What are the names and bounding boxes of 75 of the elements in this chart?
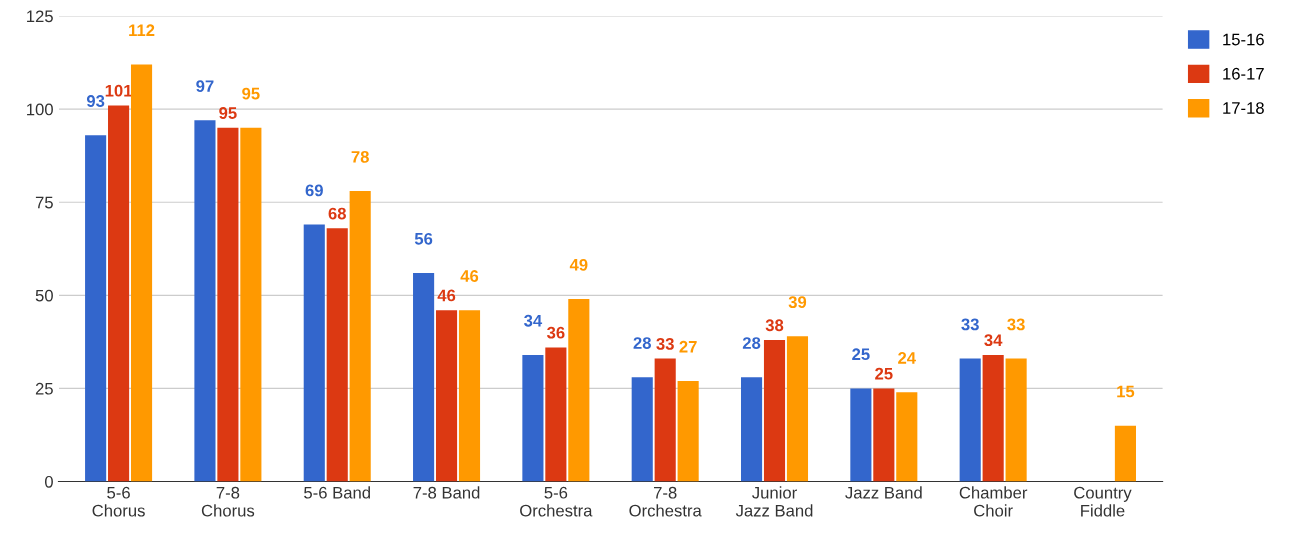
data-label: 27	[679, 340, 697, 353]
bar	[108, 105, 130, 482]
bar	[873, 388, 895, 482]
data-label: 24	[898, 352, 916, 364]
bar	[194, 120, 216, 482]
data-label: 33	[656, 337, 674, 350]
data-label: 28	[742, 337, 761, 349]
bar	[85, 135, 107, 482]
bar	[654, 358, 676, 482]
data-label: 101	[105, 84, 133, 97]
bar	[545, 347, 567, 482]
bar	[850, 388, 872, 482]
bar	[982, 354, 1004, 482]
data-label: 97	[196, 80, 214, 93]
y-tick-label: 25	[35, 382, 53, 395]
bar	[303, 224, 325, 482]
x-tick-label: 5-6 Orchestra	[520, 486, 593, 517]
y-tick-label: 75	[35, 196, 53, 209]
y-tick-label: 100	[27, 103, 53, 116]
data-label: 38	[765, 319, 784, 332]
y-tick-label: 50	[35, 289, 53, 302]
data-label: 25	[875, 367, 893, 380]
bar	[217, 127, 239, 482]
bar	[631, 377, 653, 482]
data-label: 46	[460, 270, 479, 282]
bar	[568, 299, 590, 482]
bar	[326, 228, 348, 482]
bar	[349, 191, 371, 482]
bar	[435, 310, 458, 482]
data-label: 68	[328, 207, 346, 220]
data-label: 69	[305, 184, 323, 197]
legend-label: 15-16	[1223, 33, 1264, 46]
y-tick-label: 0	[44, 475, 53, 488]
data-label: 95	[242, 87, 260, 100]
data-label: 33	[961, 318, 979, 331]
data-label: 112	[129, 24, 155, 36]
x-tick-label: 7-8 Band	[413, 486, 480, 499]
bar	[522, 354, 544, 482]
data-label: 36	[546, 326, 565, 339]
bar	[413, 272, 435, 482]
data-label: 25	[852, 348, 870, 361]
x-tick-label: 7-8 Chorus	[201, 486, 255, 517]
x-tick-label: 7-8 Orchestra	[629, 486, 702, 517]
x-tick-label: 5-6 Band	[304, 486, 370, 499]
legend-label: 17-18	[1223, 102, 1264, 114]
legend-label: 16-17	[1223, 67, 1264, 80]
data-label: 78	[351, 150, 369, 163]
x-tick-label: Jazz Band	[845, 486, 922, 499]
data-label: 33	[1007, 318, 1025, 331]
bar	[786, 336, 809, 482]
data-label: 15	[1117, 385, 1135, 398]
bar	[1114, 425, 1136, 482]
data-label: 34	[524, 314, 543, 327]
bar	[240, 127, 262, 482]
data-label: 28	[633, 337, 651, 349]
bar	[1005, 358, 1027, 482]
bar	[458, 310, 481, 482]
data-label: 93	[86, 95, 105, 107]
x-tick-label: Junior Jazz Band	[735, 486, 813, 517]
bar	[959, 358, 981, 482]
data-label: 56	[414, 232, 433, 245]
bar	[130, 64, 153, 482]
data-label: 49	[569, 258, 588, 271]
data-label: 46	[437, 289, 456, 302]
bar	[740, 377, 763, 482]
data-label: 34	[984, 334, 1003, 347]
x-tick-label: 5-6 Chorus	[92, 486, 145, 517]
bar	[896, 392, 918, 482]
y-tick-label: 125	[27, 10, 53, 23]
x-tick-label: Chamber Choir	[959, 486, 1028, 517]
x-tick-label: Country Fiddle	[1074, 486, 1132, 517]
bar	[763, 340, 786, 482]
data-label: 95	[219, 107, 237, 119]
data-label: 39	[788, 296, 807, 309]
bar	[677, 380, 699, 482]
